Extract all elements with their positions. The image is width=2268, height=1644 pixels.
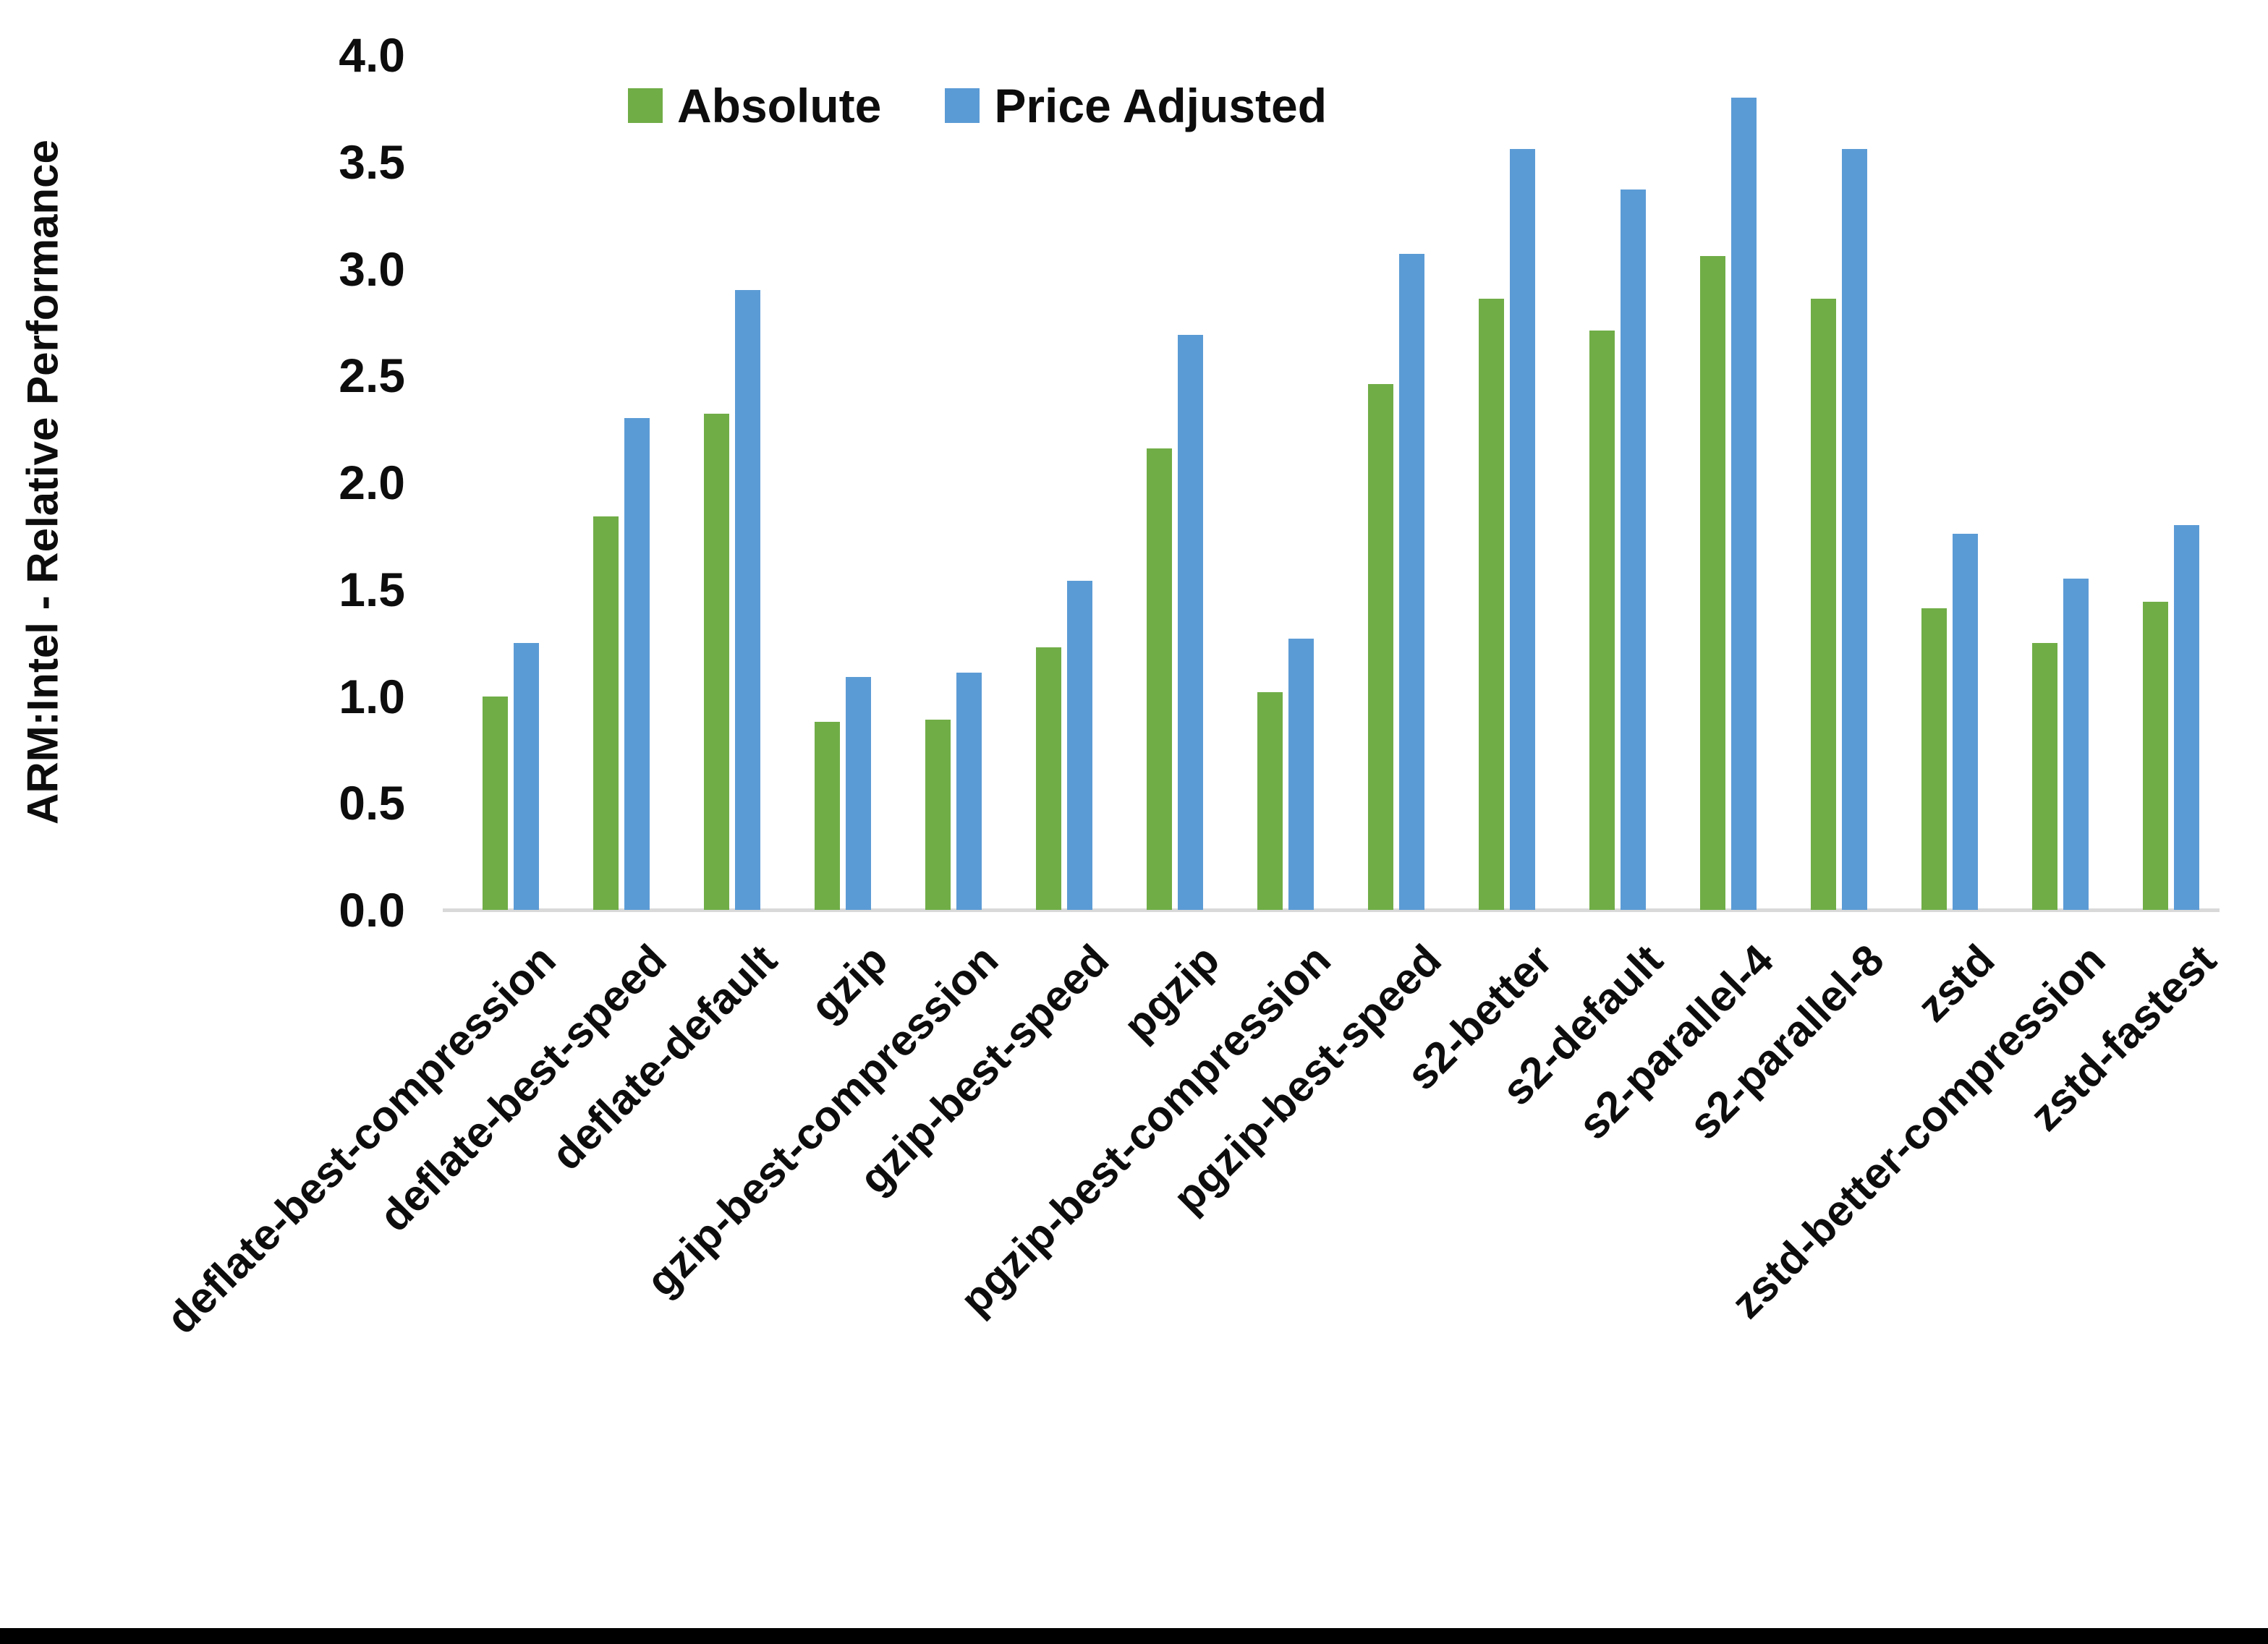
bar-price-adjusted-zstd-fastest bbox=[2174, 525, 2199, 910]
legend: Absolute Price Adjusted bbox=[628, 78, 1327, 133]
bar-absolute-pgzip-best-compression bbox=[1257, 691, 1283, 910]
bar-price-adjusted-zstd-better-compression bbox=[2063, 578, 2089, 910]
bar-price-adjusted-gzip-best-speed bbox=[1067, 580, 1092, 910]
legend-swatch-price-adjusted bbox=[945, 88, 980, 123]
slide-bottom-border bbox=[0, 1628, 2268, 1644]
bar-price-adjusted-s2-default bbox=[1621, 189, 1646, 910]
y-tick-label: 1.0 bbox=[339, 669, 405, 723]
y-tick-label: 2.0 bbox=[339, 456, 405, 509]
bar-absolute-pgzip-best-speed bbox=[1368, 384, 1393, 910]
bar-price-adjusted-deflate-best-speed bbox=[624, 418, 650, 910]
y-tick-label: 0.0 bbox=[339, 883, 405, 937]
bar-absolute-zstd-fastest bbox=[2143, 602, 2168, 910]
bar-absolute-deflate-best-speed bbox=[593, 516, 619, 910]
bar-price-adjusted-pgzip-best-speed bbox=[1399, 253, 1424, 910]
bar-price-adjusted-deflate-default bbox=[735, 290, 760, 910]
y-tick-label: 3.5 bbox=[339, 135, 405, 189]
bar-price-adjusted-s2-parallel-8 bbox=[1842, 149, 1867, 910]
bar-price-adjusted-s2-parallel-4 bbox=[1731, 98, 1757, 910]
bar-price-adjusted-pgzip-best-compression bbox=[1288, 638, 1314, 910]
y-tick-label: 4.0 bbox=[339, 28, 405, 82]
x-tick-label-s2-parallel-8: s2-parallel-8 bbox=[1679, 935, 1893, 1149]
bar-price-adjusted-deflate-best-compression bbox=[514, 642, 539, 910]
bar-absolute-deflate-best-compression bbox=[483, 696, 508, 910]
legend-item-price-adjusted: Price Adjusted bbox=[945, 78, 1327, 133]
legend-label-price-adjusted: Price Adjusted bbox=[994, 79, 1328, 132]
legend-label-absolute: Absolute bbox=[677, 79, 882, 132]
y-tick-label: 2.5 bbox=[339, 349, 405, 403]
y-tick-label: 1.5 bbox=[339, 562, 405, 616]
x-tick-label-zstd: zstd bbox=[1908, 935, 2004, 1031]
bar-price-adjusted-gzip-best-compression bbox=[956, 672, 982, 910]
bar-price-adjusted-zstd bbox=[1953, 533, 1978, 910]
bar-absolute-zstd bbox=[1921, 608, 1947, 910]
bar-absolute-deflate-default bbox=[704, 414, 729, 910]
legend-item-absolute: Absolute bbox=[628, 78, 881, 133]
bar-absolute-gzip-best-speed bbox=[1036, 647, 1061, 910]
y-tick-label: 0.5 bbox=[339, 776, 405, 830]
y-axis-title: ARM:Intel - Relative Performance bbox=[18, 140, 67, 825]
bar-absolute-s2-parallel-4 bbox=[1700, 255, 1725, 910]
bar-absolute-zstd-better-compression bbox=[2032, 642, 2057, 910]
bar-absolute-s2-default bbox=[1589, 331, 1615, 910]
bar-price-adjusted-gzip bbox=[846, 676, 871, 910]
bar-absolute-s2-parallel-8 bbox=[1811, 298, 1836, 910]
x-tick-label-s2-parallel-4: s2-parallel-4 bbox=[1568, 935, 1783, 1149]
x-axis-line bbox=[443, 908, 2220, 912]
bar-absolute-gzip bbox=[815, 721, 840, 910]
legend-swatch-absolute bbox=[628, 88, 663, 123]
bar-absolute-pgzip bbox=[1147, 448, 1172, 910]
bar-price-adjusted-pgzip bbox=[1178, 335, 1203, 910]
bar-absolute-s2-better bbox=[1479, 298, 1504, 910]
x-tick-label-gzip: gzip bbox=[801, 935, 897, 1031]
bar-absolute-gzip-best-compression bbox=[925, 720, 951, 910]
bar-price-adjusted-s2-better bbox=[1510, 149, 1535, 910]
y-tick-label: 3.0 bbox=[339, 242, 405, 296]
